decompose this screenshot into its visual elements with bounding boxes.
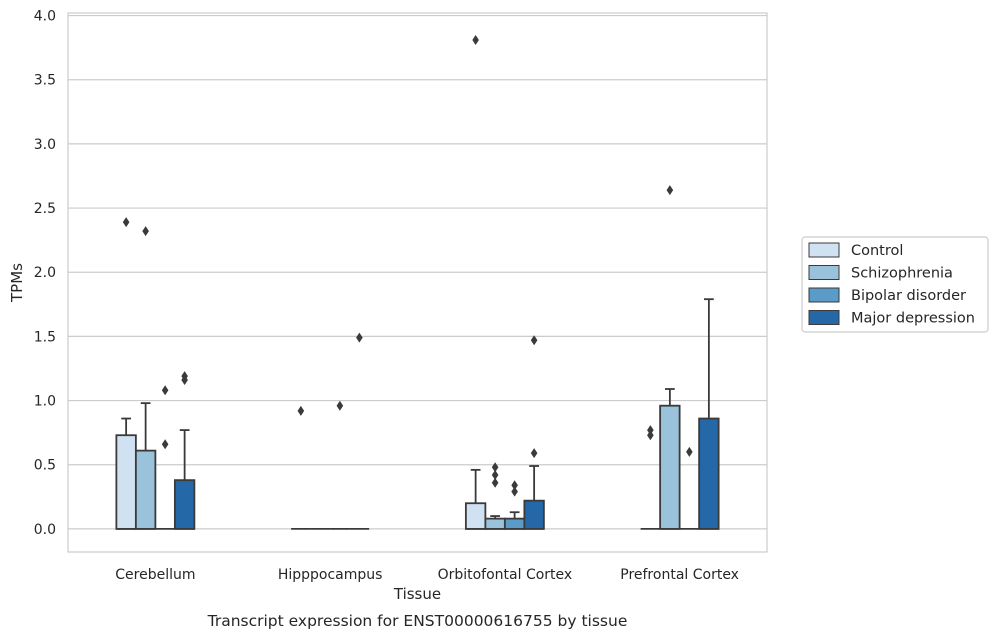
y-tick-labels: 0.0 0.5 1.0 1.5 2.0 2.5 3.0 3.5 4.0 [34, 9, 56, 538]
outlier-point [530, 448, 538, 459]
y-tick-label: 3.0 [34, 137, 56, 153]
outlier-point [122, 217, 130, 228]
box-body [484, 517, 506, 530]
legend-label: Control [851, 243, 903, 259]
x-tick-label: Orbitofontal Cortex [438, 567, 573, 583]
y-tick-label: 4.0 [34, 9, 56, 25]
x-tick-label: Hipppocampus [278, 567, 383, 583]
box [464, 34, 487, 530]
y-axis-label: TPMs [8, 263, 26, 303]
y-tick-label: 2.5 [34, 201, 56, 217]
y-tick-label: 0.5 [34, 458, 56, 474]
x-tick-label: Prefrontal Cortex [620, 567, 739, 583]
box-body [115, 434, 137, 530]
box [659, 185, 681, 530]
outlier-point [356, 332, 363, 343]
legend: Control Schizophrenia Bipolar disorder Majo… [801, 236, 989, 333]
outlier-point [511, 480, 518, 491]
box [291, 405, 311, 530]
box [503, 480, 526, 530]
box [349, 332, 370, 530]
outlier-point [491, 477, 499, 488]
outlier-point [472, 34, 479, 45]
outlier-point [647, 430, 654, 441]
legend-item: Schizophrenia [808, 265, 953, 282]
box-body [698, 417, 720, 530]
y-tick-label: 1.0 [34, 394, 56, 410]
x-tick-labels: Cerebellum Hipppocampus Orbitofontal Corte… [115, 567, 739, 583]
outlier-point [511, 486, 518, 497]
box [115, 217, 137, 530]
outlier-point [142, 226, 149, 237]
plot-frame [67, 12, 768, 553]
box [679, 446, 700, 530]
legend-item: Major depression [808, 310, 975, 327]
x-tick-label: Cerebellum [115, 567, 195, 583]
legend-item: Control [808, 242, 903, 259]
legend-frame [801, 236, 989, 333]
legend-item: Bipolar disorder [808, 287, 966, 304]
outlier-point [161, 439, 169, 450]
outlier-point [530, 335, 538, 346]
outlier-point [297, 405, 305, 416]
chart-caption: Transcript expression for ENST0000061675… [207, 612, 628, 630]
box [134, 226, 157, 530]
box [330, 400, 350, 530]
y-tick-label: 0.0 [34, 522, 56, 538]
box [173, 371, 196, 530]
box [523, 335, 545, 530]
outlier-point [336, 400, 344, 411]
outlier-point [647, 425, 654, 436]
outlier-point [686, 446, 693, 457]
legend-label: Major depression [851, 311, 975, 327]
legend-swatch [808, 265, 840, 280]
plot-area [115, 34, 720, 530]
box-body [523, 499, 545, 530]
box-body [173, 479, 196, 530]
box [698, 298, 720, 530]
box-body [659, 404, 681, 530]
legend-swatch [808, 287, 840, 303]
y-tick-label: 2.0 [34, 265, 56, 281]
legend-label: Bipolar disorder [851, 288, 966, 304]
box [640, 425, 661, 530]
y-tick-label: 3.5 [34, 73, 56, 89]
box [155, 385, 175, 530]
box [484, 462, 506, 530]
outlier-point [161, 385, 169, 396]
box-body [503, 517, 526, 530]
outlier-point [666, 185, 674, 196]
legend-label: Schizophrenia [851, 266, 953, 282]
box-body [134, 449, 157, 530]
x-axis-label: Tissue [393, 585, 441, 603]
outlier-point [491, 462, 499, 473]
box-body [464, 502, 487, 530]
legend-swatch [808, 310, 840, 325]
outlier-point [181, 371, 188, 382]
outlier-point [491, 470, 499, 480]
y-tick-label: 1.5 [34, 329, 56, 345]
legend-swatch [808, 242, 840, 258]
